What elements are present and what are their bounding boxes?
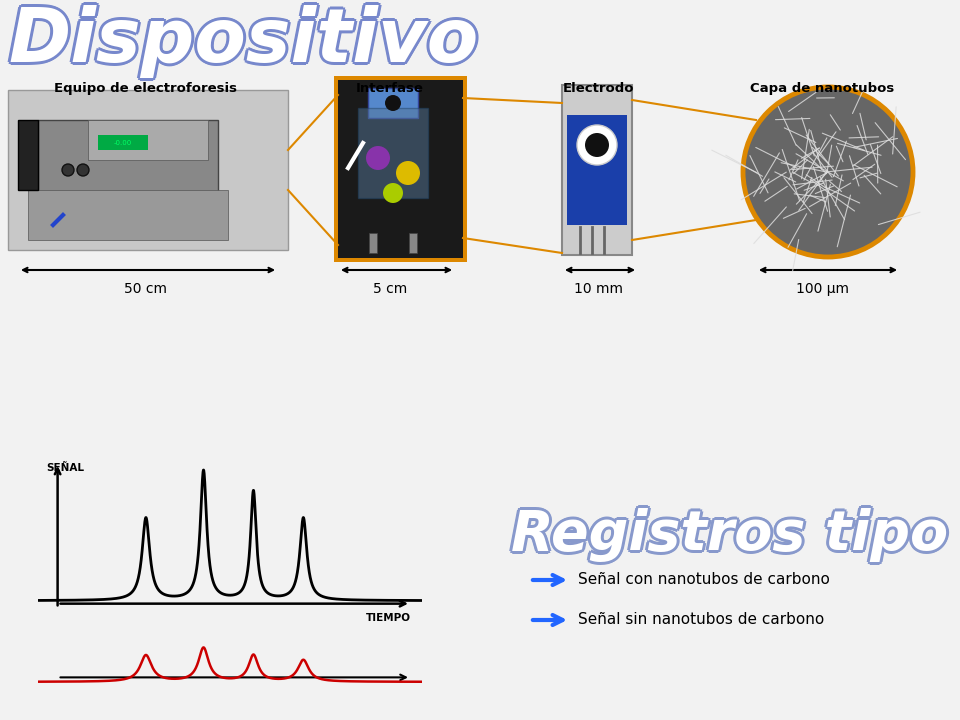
Text: 50 cm: 50 cm xyxy=(124,282,166,296)
FancyBboxPatch shape xyxy=(98,135,148,150)
Circle shape xyxy=(62,164,74,176)
FancyBboxPatch shape xyxy=(8,90,288,250)
FancyBboxPatch shape xyxy=(358,108,428,198)
Circle shape xyxy=(383,183,403,203)
Circle shape xyxy=(77,164,89,176)
FancyBboxPatch shape xyxy=(409,233,417,253)
FancyBboxPatch shape xyxy=(567,115,627,225)
Text: Registros tipo: Registros tipo xyxy=(512,511,948,565)
Circle shape xyxy=(366,146,390,170)
Text: Registros tipo: Registros tipo xyxy=(514,510,950,564)
Text: Electrodo: Electrodo xyxy=(563,82,634,95)
Circle shape xyxy=(385,95,401,111)
Text: -0.00: -0.00 xyxy=(114,140,132,146)
Text: Capa de nanotubos: Capa de nanotubos xyxy=(750,82,894,95)
Text: Equipo de electroforesis: Equipo de electroforesis xyxy=(54,82,236,95)
FancyBboxPatch shape xyxy=(338,80,463,258)
Text: Dispositivo: Dispositivo xyxy=(11,5,481,78)
Text: Registros tipo: Registros tipo xyxy=(510,510,947,564)
FancyBboxPatch shape xyxy=(38,120,218,220)
Text: 10 mm: 10 mm xyxy=(573,282,622,296)
FancyBboxPatch shape xyxy=(368,88,418,118)
FancyBboxPatch shape xyxy=(18,120,38,190)
Circle shape xyxy=(585,133,609,157)
Text: Dispositivo: Dispositivo xyxy=(10,3,480,76)
Text: Dispositivo: Dispositivo xyxy=(8,5,478,78)
Text: Registros tipo: Registros tipo xyxy=(510,506,947,560)
Text: Señal sin nanotubos de carbono: Señal sin nanotubos de carbono xyxy=(578,613,825,628)
FancyBboxPatch shape xyxy=(88,120,208,160)
Text: Registros tipo: Registros tipo xyxy=(509,508,946,562)
Text: SEÑAL: SEÑAL xyxy=(46,463,84,473)
Text: TIEMPO: TIEMPO xyxy=(366,613,411,623)
Text: Registros tipo: Registros tipo xyxy=(514,506,950,560)
FancyBboxPatch shape xyxy=(28,190,228,240)
Circle shape xyxy=(577,125,617,165)
Text: Interfase: Interfase xyxy=(356,82,424,95)
Text: Dispositivo: Dispositivo xyxy=(5,5,475,78)
FancyBboxPatch shape xyxy=(562,85,632,255)
Circle shape xyxy=(743,87,913,257)
Circle shape xyxy=(396,161,420,185)
Text: Registros tipo: Registros tipo xyxy=(512,505,948,559)
Text: 5 cm: 5 cm xyxy=(372,282,407,296)
Text: 100 μm: 100 μm xyxy=(796,282,849,296)
Text: Registros tipo: Registros tipo xyxy=(515,508,951,562)
FancyBboxPatch shape xyxy=(369,233,377,253)
Text: Dispositivo: Dispositivo xyxy=(10,7,480,80)
Text: Dispositivo: Dispositivo xyxy=(8,8,478,81)
FancyBboxPatch shape xyxy=(334,76,467,262)
Text: Registros tipo: Registros tipo xyxy=(512,508,948,562)
Text: Dispositivo: Dispositivo xyxy=(8,2,478,75)
Text: Señal con nanotubos de carbono: Señal con nanotubos de carbono xyxy=(578,572,829,588)
Text: Dispositivo: Dispositivo xyxy=(6,7,476,80)
Text: Dispositivo: Dispositivo xyxy=(6,3,476,76)
